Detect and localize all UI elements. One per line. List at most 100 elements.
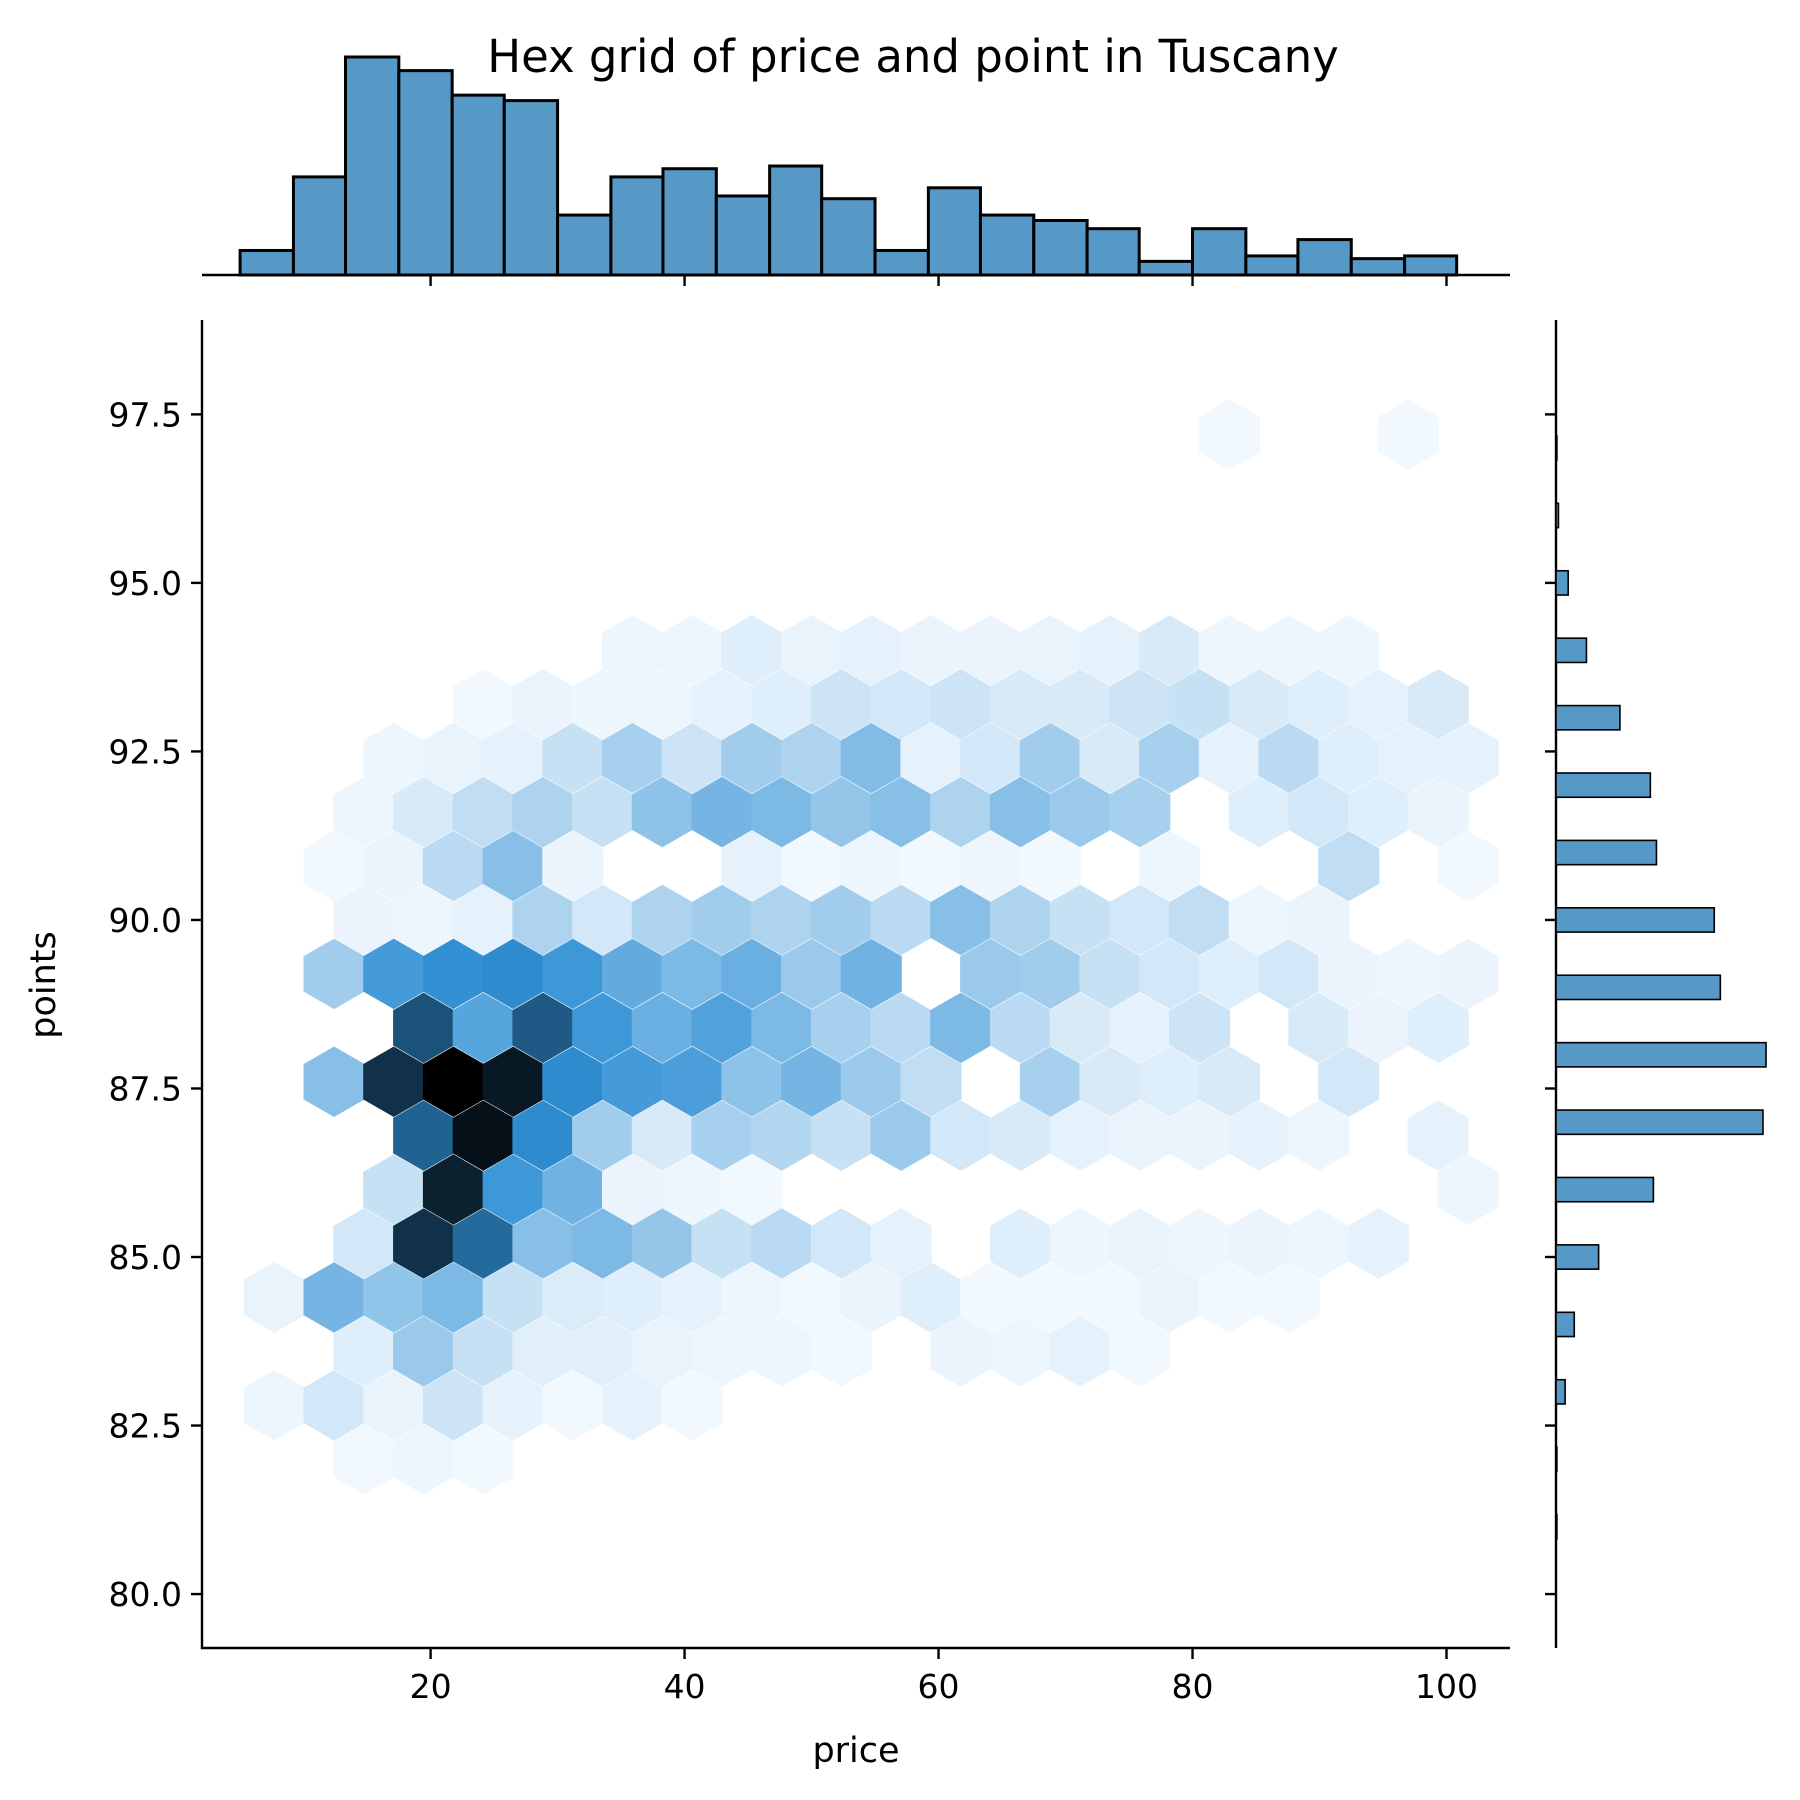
- hex-cell: [1407, 992, 1469, 1064]
- x-hist-bar: [556, 213, 613, 277]
- hex-cell: [870, 1100, 932, 1171]
- hex-cell: [989, 669, 1051, 740]
- hex-cell: [1079, 1262, 1141, 1333]
- y-hist-bar: [1555, 772, 1652, 799]
- hex-cell: [512, 884, 574, 956]
- hex-cell: [1139, 722, 1201, 794]
- y-hist-bar: [1555, 974, 1722, 1001]
- hex-cell: [1437, 938, 1499, 1010]
- hex-cell: [363, 1262, 425, 1333]
- hex-cell: [1049, 1316, 1111, 1387]
- hex-cell: [1228, 776, 1290, 848]
- hex-cell: [303, 938, 365, 1010]
- hex-cell: [930, 992, 992, 1064]
- hex-cell: [572, 669, 634, 740]
- y-hist-bar: [1555, 907, 1716, 933]
- hex-cell: [751, 1208, 813, 1279]
- hex-cell: [1407, 776, 1469, 848]
- hex-cell: [1109, 1316, 1171, 1387]
- hex-cell: [810, 884, 872, 956]
- hex-cell: [721, 722, 783, 794]
- hex-cell: [1139, 938, 1201, 1010]
- hex-cell: [602, 1370, 663, 1441]
- hex-cell: [393, 1100, 455, 1171]
- hex-cell: [751, 1100, 813, 1171]
- hex-cell: [870, 776, 932, 848]
- hex-cell: [512, 1208, 574, 1279]
- hex-cell: [1109, 992, 1171, 1064]
- hex-cell: [1109, 776, 1171, 848]
- y-hist-bar: [1555, 1311, 1576, 1338]
- hex-cell: [572, 1208, 634, 1279]
- hex-cell: [452, 669, 514, 740]
- hex-cell: [631, 669, 693, 740]
- hex-cell: [1348, 669, 1410, 740]
- hex-cell: [1019, 615, 1081, 686]
- hex-cell: [1019, 938, 1081, 1010]
- hex-cell: [363, 1154, 425, 1225]
- hex-cell: [1288, 669, 1350, 740]
- x-hist-bar: [291, 175, 347, 277]
- hex-cell: [422, 830, 484, 902]
- top-hist-ticks: [429, 275, 1448, 286]
- hex-cell: [631, 1208, 693, 1279]
- y-hist-bar: [1555, 1378, 1566, 1405]
- x-tick-label: 100: [1415, 1667, 1478, 1706]
- hex-cell: [1169, 1208, 1230, 1279]
- hex-cell: [1258, 1262, 1320, 1333]
- x-axis-label: price: [812, 1731, 899, 1771]
- hex-cell: [1169, 884, 1230, 956]
- x-hist-bar: [502, 99, 560, 277]
- hex-cell: [482, 722, 544, 794]
- hex-cell: [602, 1262, 663, 1333]
- chart-title: Hex grid of price and point in Tuscany: [487, 30, 1339, 83]
- hex-cell: [1198, 399, 1260, 470]
- hex-cell: [900, 830, 962, 902]
- hex-cell: [810, 669, 872, 740]
- hex-cell: [572, 1100, 634, 1171]
- hex-cell: [602, 1154, 663, 1225]
- hex-cell: [989, 1208, 1051, 1279]
- hex-cell: [542, 1262, 604, 1333]
- y-hist-bar: [1555, 704, 1621, 731]
- hex-cell: [1139, 1046, 1201, 1117]
- hex-cell: [1079, 722, 1141, 794]
- hex-cell: [482, 938, 544, 1010]
- hex-cell: [393, 992, 455, 1064]
- x-hist-bar: [768, 164, 824, 277]
- x-hist-bar: [1137, 259, 1195, 277]
- y-hist-bar: [1555, 637, 1588, 664]
- hex-cell: [1019, 722, 1081, 794]
- y-tick-label: 80.0: [109, 1575, 182, 1614]
- hex-cell: [452, 884, 514, 956]
- hex-cell: [602, 938, 663, 1010]
- hex-cell: [452, 1316, 514, 1387]
- hex-cell: [631, 776, 693, 848]
- y-tick-label: 82.5: [109, 1407, 182, 1446]
- hex-cell: [721, 1262, 783, 1333]
- hex-cell: [960, 1262, 1022, 1333]
- hex-cell: [930, 884, 992, 956]
- hex-cell: [1019, 1046, 1081, 1117]
- hex-cell: [691, 669, 753, 740]
- hex-cell: [422, 1154, 484, 1225]
- hex-cell: [989, 1100, 1051, 1171]
- y-tick-label: 95.0: [109, 564, 182, 603]
- hex-cell: [243, 1262, 305, 1333]
- y-hist-bar: [1555, 1513, 1558, 1540]
- y-hist-bar: [1555, 839, 1658, 866]
- hex-cell: [930, 776, 992, 848]
- y-tick-label: 90.0: [109, 901, 182, 940]
- hex-cell: [363, 1046, 425, 1117]
- hex-cell: [393, 884, 455, 956]
- hex-cell: [631, 884, 693, 956]
- hex-cell: [1139, 830, 1201, 902]
- y-tick-label: 87.5: [109, 1069, 182, 1108]
- hex-cell: [989, 776, 1051, 848]
- hex-cell: [303, 1262, 365, 1333]
- hex-cell: [870, 669, 932, 740]
- hex-cell: [1288, 992, 1350, 1064]
- hex-cell: [1079, 615, 1141, 686]
- hex-cell: [781, 1262, 843, 1333]
